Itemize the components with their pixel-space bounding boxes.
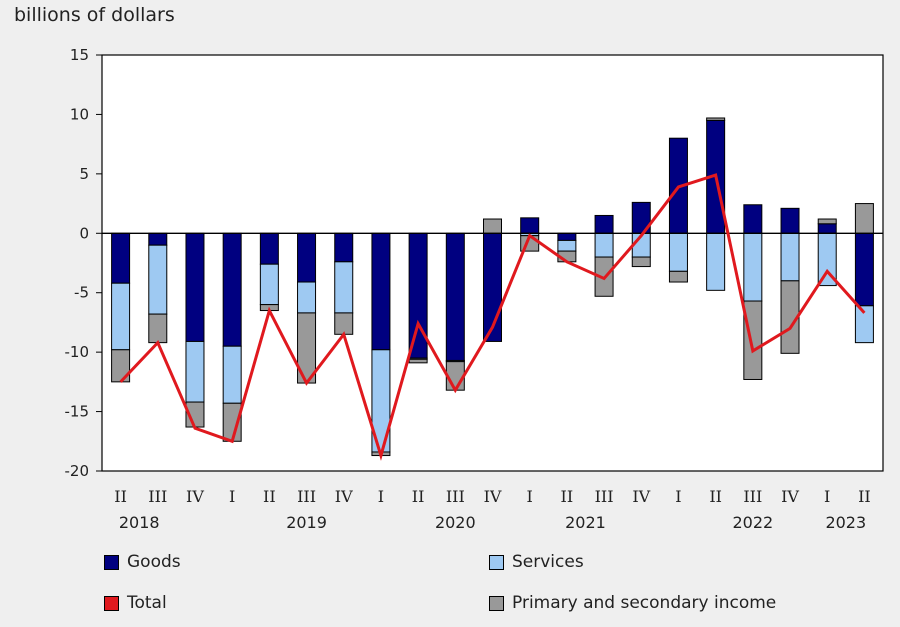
- bar-services: [148, 244, 168, 315]
- bar-services: [594, 232, 614, 258]
- bar-goods: [259, 232, 279, 265]
- x-tick-label: II: [561, 487, 574, 506]
- legend-income: Primary and secondary income: [489, 593, 776, 613]
- x-tick-label: I: [527, 487, 533, 506]
- bars: [111, 117, 874, 457]
- bar-services: [780, 232, 800, 282]
- bar-income: [743, 300, 763, 380]
- x-year-label: 2018: [119, 513, 160, 532]
- bar-services: [854, 305, 874, 344]
- y-tick-label: 10: [70, 105, 89, 123]
- x-tick-label: IV: [186, 487, 204, 506]
- y-tick-label: -10: [65, 343, 90, 361]
- x-tick-label: IV: [632, 487, 650, 506]
- bar-services: [297, 281, 317, 314]
- bar-income: [148, 313, 168, 344]
- bar-services: [259, 263, 279, 306]
- bar-income: [483, 218, 502, 234]
- x-year-label: 2021: [565, 513, 606, 532]
- bar-services: [668, 232, 688, 272]
- y-tick-label: -15: [65, 403, 90, 421]
- bar-goods: [148, 232, 168, 246]
- bar-income: [817, 218, 837, 225]
- total-line: [119, 173, 866, 461]
- bar-goods: [334, 232, 354, 263]
- y-axis-unit-label: billions of dollars: [14, 4, 175, 26]
- legend-services: Services: [489, 552, 584, 572]
- x-tick-label: I: [824, 487, 830, 506]
- x-tick-label: IV: [484, 487, 502, 506]
- bar-services: [185, 340, 205, 403]
- x-tick-label: II: [263, 487, 276, 506]
- bar-services: [706, 232, 726, 291]
- x-tick-label: I: [675, 487, 681, 506]
- y-tick-label: -20: [65, 462, 90, 480]
- bar-income: [706, 117, 726, 121]
- legend-total: Total: [104, 593, 167, 613]
- bar-income: [631, 256, 651, 268]
- bar-services: [222, 345, 242, 404]
- bar-income: [854, 203, 874, 234]
- x-tick-label: III: [148, 487, 167, 506]
- bar-income: [408, 358, 428, 364]
- legend-goods-swatch: [104, 554, 119, 570]
- legend-total-label: Total: [127, 593, 167, 613]
- legend-income-label: Primary and secondary income: [512, 593, 777, 613]
- legend-services-label: Services: [512, 552, 584, 572]
- x-tick-label: III: [595, 487, 614, 506]
- x-tick-label: IV: [781, 487, 799, 506]
- x-tick-label: III: [297, 487, 316, 506]
- x-tick-label: III: [446, 487, 465, 506]
- x-tick-label: IV: [335, 487, 353, 506]
- x-tick-label: II: [709, 487, 722, 506]
- bar-goods: [445, 232, 465, 361]
- x-year-label: 2022: [732, 513, 773, 532]
- bar-goods: [780, 207, 800, 234]
- bar-goods: [520, 217, 540, 234]
- bar-goods: [222, 232, 242, 347]
- y-axis: 15 10 5 0 -5 -10 -15 -20: [65, 46, 102, 480]
- legend-goods-label: Goods: [127, 552, 181, 572]
- y-tick-label: 15: [70, 46, 89, 64]
- legend-total-swatch: [104, 595, 119, 611]
- bar-goods: [854, 232, 874, 307]
- x-tick-label: I: [229, 487, 235, 506]
- y-tick-label: 0: [79, 224, 89, 242]
- y-tick-label: -5: [74, 284, 89, 302]
- y-tick-label: 5: [79, 165, 89, 183]
- x-year-label: 2020: [435, 513, 476, 532]
- legend-income-swatch: [489, 595, 504, 611]
- bar-services: [334, 261, 354, 314]
- x-axis: II III IV I II III IV I II III IV I II III IV I II III IV I…: [114, 487, 870, 532]
- bar-income: [334, 312, 354, 335]
- x-tick-label: II: [858, 487, 871, 506]
- x-year-label: 2023: [825, 513, 866, 532]
- bar-services: [743, 232, 763, 302]
- bar-goods: [594, 214, 614, 234]
- x-tick-label: II: [412, 487, 425, 506]
- bar-services: [111, 282, 131, 351]
- bar-goods: [408, 232, 428, 359]
- bar-income: [668, 270, 688, 283]
- x-year-label: 2019: [286, 513, 327, 532]
- x-tick-label: III: [743, 487, 762, 506]
- bar-goods: [297, 232, 317, 283]
- x-tick-label: I: [378, 487, 384, 506]
- bar-goods: [185, 232, 205, 342]
- bar-goods: [371, 232, 391, 351]
- bar-goods: [743, 204, 763, 234]
- bar-goods: [817, 223, 837, 234]
- bar-services: [557, 239, 577, 252]
- bar-goods: [557, 232, 577, 241]
- bar-goods: [111, 232, 131, 284]
- x-tick-label: II: [114, 487, 127, 506]
- legend-goods: Goods: [104, 552, 181, 572]
- legend-services-swatch: [489, 554, 504, 570]
